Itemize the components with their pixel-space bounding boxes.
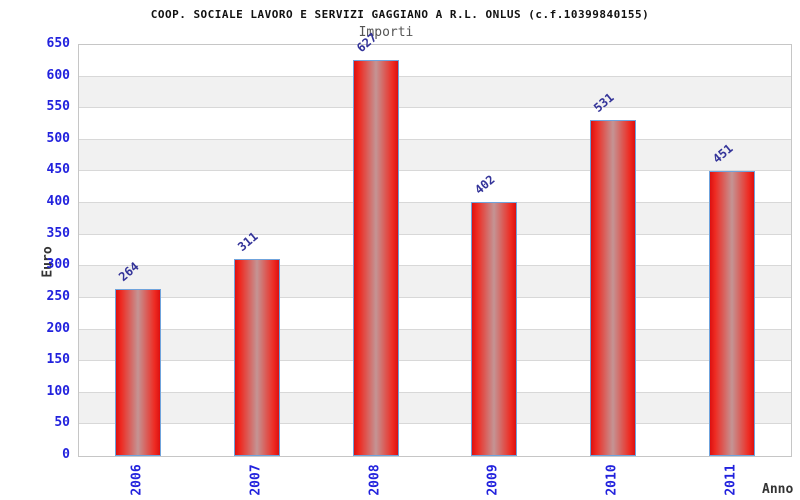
gridline xyxy=(79,138,791,140)
gridline xyxy=(79,391,791,393)
gridline xyxy=(79,265,791,267)
y-tick-label: 50 xyxy=(54,415,70,431)
grid-band xyxy=(79,108,791,140)
grid-band xyxy=(79,329,791,362)
y-tick-label: 200 xyxy=(46,320,70,336)
bar-2011 xyxy=(708,170,755,456)
bar-2009 xyxy=(471,201,518,456)
gridline xyxy=(79,423,791,425)
y-tick-label: 350 xyxy=(46,225,70,241)
x-tick-label: 2008 xyxy=(367,464,383,496)
grid-band xyxy=(79,139,791,172)
bar-2007 xyxy=(234,259,280,456)
y-tick-label: 100 xyxy=(46,383,70,399)
gridline xyxy=(79,233,791,235)
y-tick-label: 550 xyxy=(46,99,70,115)
x-tick-label: 2007 xyxy=(248,464,264,496)
x-tick-label: 2011 xyxy=(723,464,739,496)
y-tick-label: 600 xyxy=(46,67,70,83)
grid-band xyxy=(79,171,791,204)
x-tick-label: 2009 xyxy=(485,464,501,496)
y-tick-label: 400 xyxy=(46,194,70,210)
gridline xyxy=(79,170,791,172)
bar-2010 xyxy=(590,120,636,456)
gridline xyxy=(79,202,791,204)
y-tick-label: 300 xyxy=(46,257,70,273)
bar-2008 xyxy=(352,59,399,456)
gridline xyxy=(79,296,791,298)
grid-band xyxy=(79,424,791,456)
y-tick-label: 0 xyxy=(62,447,70,462)
y-tick-label: 250 xyxy=(46,288,70,304)
grid-band xyxy=(79,203,791,235)
gridline xyxy=(79,75,791,77)
x-tick-label: 2006 xyxy=(129,464,145,496)
grid-band xyxy=(79,45,791,77)
grid-band xyxy=(79,392,791,425)
gridline xyxy=(79,107,791,109)
grid-band xyxy=(79,297,791,330)
grid-band xyxy=(79,234,791,267)
plot-area: 264 311 627 402 531 451 xyxy=(78,30,792,457)
grid-band xyxy=(79,76,791,109)
y-tick-label: 650 xyxy=(46,36,70,51)
bar-2006 xyxy=(115,289,162,456)
y-tick-label: 450 xyxy=(46,162,70,178)
grid-band xyxy=(79,266,791,298)
gridline xyxy=(79,328,791,330)
x-axis-title: Anno xyxy=(762,482,794,497)
gridline xyxy=(79,360,791,362)
grid-band xyxy=(79,361,791,393)
chart-title: COOP. SOCIALE LAVORO E SERVIZI GAGGIANO … xyxy=(150,8,650,21)
y-tick-label: 150 xyxy=(46,352,70,368)
chart-subtitle: Importi xyxy=(358,25,414,40)
y-tick-label: 500 xyxy=(46,130,70,146)
x-tick-label: 2010 xyxy=(604,464,620,496)
